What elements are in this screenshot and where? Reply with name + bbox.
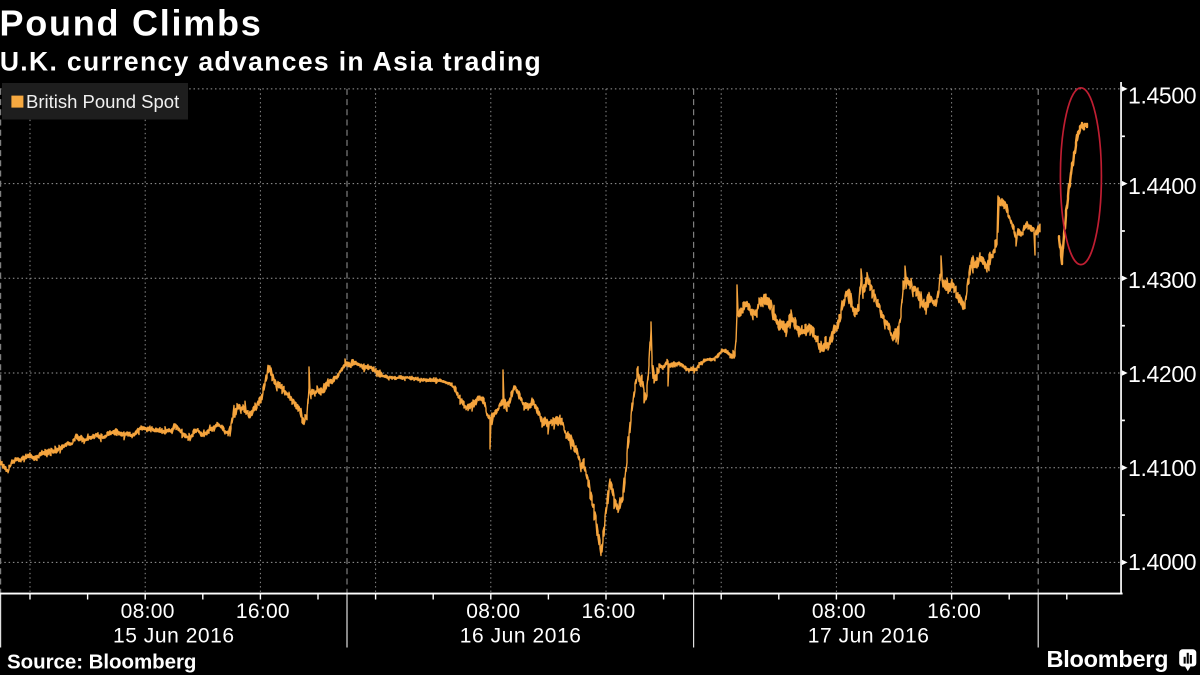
svg-text:16:00: 16:00 xyxy=(927,600,981,623)
svg-text:15 Jun 2016: 15 Jun 2016 xyxy=(113,625,235,648)
svg-text:Bloomberg: Bloomberg xyxy=(1047,646,1169,672)
svg-text:1.4000: 1.4000 xyxy=(1128,549,1196,575)
svg-text:08:00: 08:00 xyxy=(466,600,520,623)
svg-text:U.K. currency advances in Asia: U.K. currency advances in Asia trading xyxy=(0,47,542,77)
svg-text:1.4500: 1.4500 xyxy=(1128,83,1196,109)
svg-text:16:00: 16:00 xyxy=(236,600,290,623)
svg-text:17 Jun 2016: 17 Jun 2016 xyxy=(808,625,930,648)
svg-text:1.4400: 1.4400 xyxy=(1128,173,1196,199)
svg-text:Source: Bloomberg: Source: Bloomberg xyxy=(7,651,196,674)
svg-text:08:00: 08:00 xyxy=(812,600,866,623)
svg-text:1.4100: 1.4100 xyxy=(1128,455,1196,481)
svg-text:1.4200: 1.4200 xyxy=(1128,361,1196,387)
svg-text:1.4300: 1.4300 xyxy=(1128,267,1196,293)
svg-text:16 Jun 2016: 16 Jun 2016 xyxy=(460,625,582,648)
svg-text:British Pound Spot: British Pound Spot xyxy=(26,91,179,112)
svg-text:08:00: 08:00 xyxy=(121,600,175,623)
svg-text:Pound Climbs: Pound Climbs xyxy=(0,2,263,43)
svg-text:16:00: 16:00 xyxy=(581,600,635,623)
